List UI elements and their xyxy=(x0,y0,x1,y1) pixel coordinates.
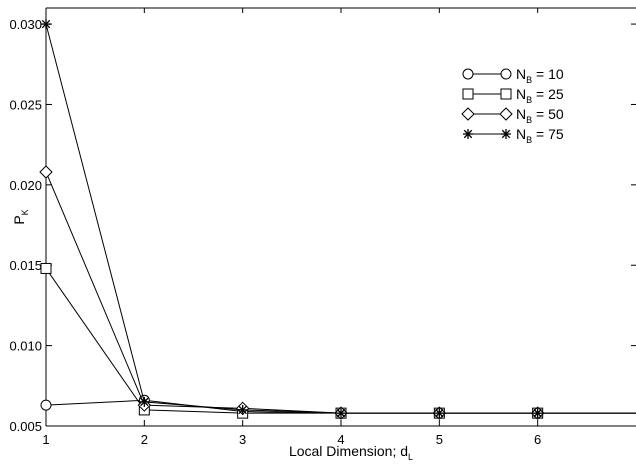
circle-marker xyxy=(500,68,512,80)
y-tick-label: 0.010 xyxy=(9,339,42,354)
series-layer xyxy=(39,19,636,420)
legend-item-75: NB = 75 xyxy=(463,126,564,145)
legend-label: NB = 75 xyxy=(516,126,564,145)
y-axis-title: PK xyxy=(11,209,30,224)
x-tick-label: 4 xyxy=(337,432,344,447)
asterisk-marker xyxy=(237,404,248,415)
x-tick-label: 3 xyxy=(239,432,246,447)
y-axis-title-text: P xyxy=(11,215,27,224)
series-square xyxy=(40,262,636,419)
asterisk-marker xyxy=(139,396,150,407)
legend-label: NB = 50 xyxy=(516,106,564,125)
y-tick-label: 0.015 xyxy=(9,258,42,273)
x-tick-label: 2 xyxy=(141,432,148,447)
series-asterisk xyxy=(41,19,636,419)
circle-marker xyxy=(462,68,474,80)
asterisk-marker xyxy=(336,408,346,419)
x-axis-ticks: 1 2 3 4 5 6 xyxy=(42,8,541,447)
series-line xyxy=(45,171,636,414)
legend-label: NB = 10 xyxy=(516,66,564,85)
y-axis-ticks: 0.005 0.010 0.015 0.020 0.025 0.030 xyxy=(9,17,636,434)
asterisk-marker xyxy=(41,19,51,30)
legend-item-50: NB = 50 xyxy=(461,106,564,125)
y-tick-label: 0.025 xyxy=(9,97,42,112)
y-tick-label: 0.030 xyxy=(9,17,42,32)
circle-marker xyxy=(40,399,52,411)
x-tick-label: 6 xyxy=(534,432,541,447)
legend-item-25: NB = 25 xyxy=(462,86,564,105)
y-tick-label: 0.020 xyxy=(9,178,42,193)
x-axis-title: Local Dimension; dL xyxy=(289,443,413,462)
y-tick-label: 0.005 xyxy=(9,419,42,434)
legend-item-10: NB = 10 xyxy=(462,66,564,85)
asterisk-marker xyxy=(501,129,511,139)
square-marker xyxy=(40,262,52,274)
asterisk-marker xyxy=(532,408,543,419)
diamond-marker xyxy=(39,165,53,179)
series-line xyxy=(45,23,636,414)
x-axis-title-subscript: L xyxy=(408,452,413,462)
diamond-marker xyxy=(499,107,513,121)
series-line xyxy=(45,268,636,414)
x-axis-title-text: Local Dimension; d xyxy=(289,443,408,459)
square-marker xyxy=(500,88,512,100)
x-tick-label: 5 xyxy=(436,432,443,447)
asterisk-marker xyxy=(463,129,473,139)
asterisk-marker xyxy=(434,408,445,419)
square-marker xyxy=(462,88,474,100)
x-tick-label: 1 xyxy=(42,432,49,447)
y-axis-title-subscript: K xyxy=(20,209,30,215)
diamond-marker xyxy=(461,107,475,121)
series-diamond xyxy=(39,165,636,420)
legend-label: NB = 25 xyxy=(516,86,564,105)
